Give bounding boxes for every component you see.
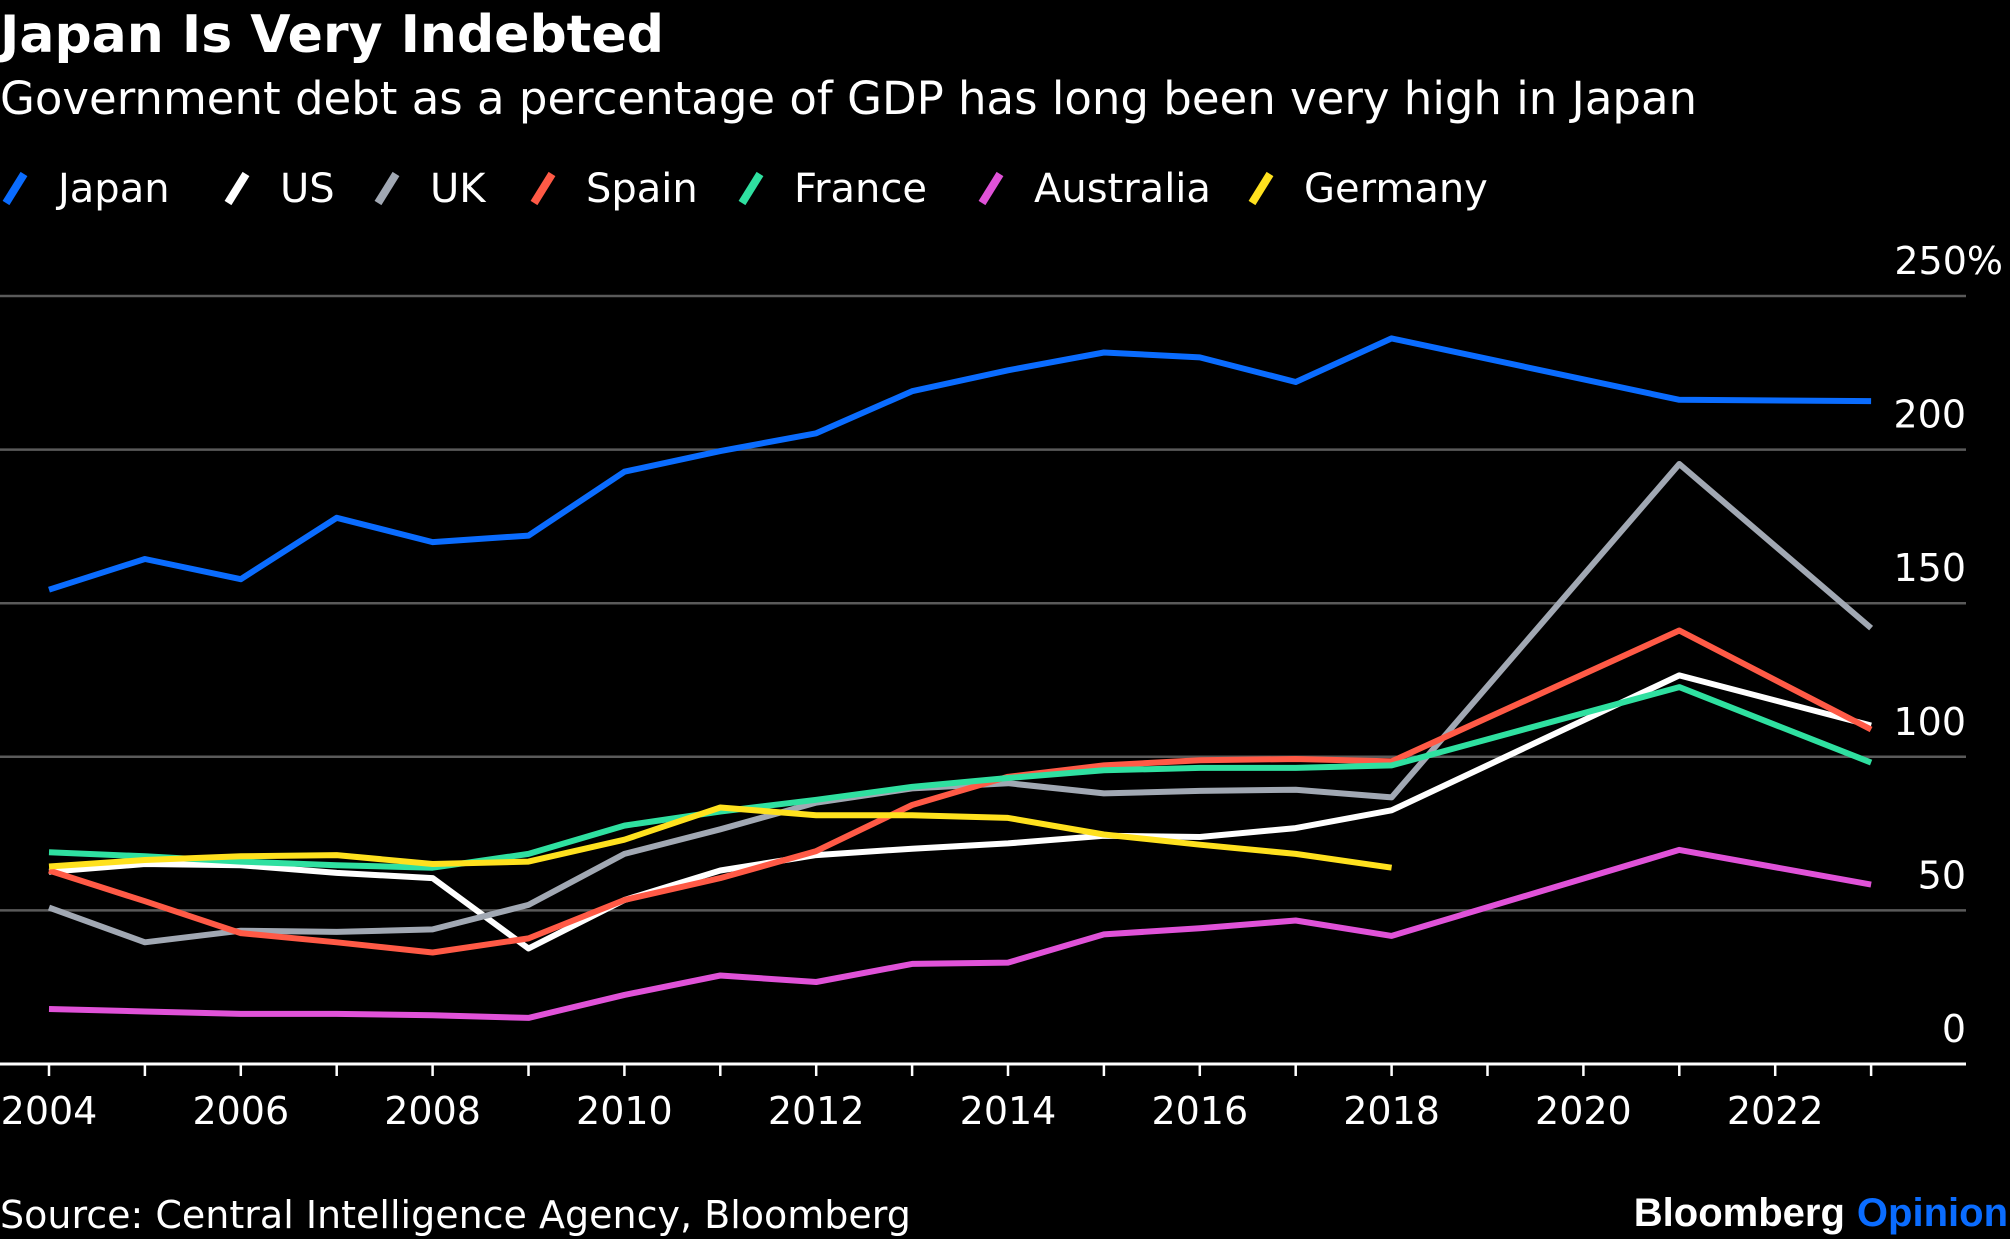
legend: Japan US UK Spain France Australia Germany <box>2 166 1488 212</box>
legend-label: UK <box>430 166 487 212</box>
y-axis: 0 50 100 150 200 250% <box>1893 239 2003 1051</box>
x-tick-label: 2008 <box>384 1089 481 1133</box>
legend-item-japan: Japan <box>2 166 170 212</box>
gridlines <box>0 294 1966 912</box>
legend-swatch <box>374 171 400 206</box>
x-tick-label: 2006 <box>192 1089 289 1133</box>
y-tick-label: 250% <box>1894 239 2003 283</box>
chart-title: Japan Is Very Indebted <box>0 5 664 65</box>
legend-label: US <box>280 166 335 212</box>
legend-swatch <box>530 171 556 206</box>
legend-item-australia: Australia <box>978 166 1211 212</box>
series-line-australia <box>48 846 1872 1021</box>
y-tick-label: 50 <box>1918 853 1966 897</box>
legend-swatch <box>1248 171 1274 206</box>
bloomberg-opinion-logo: Bloomberg Opinion <box>1634 1191 2008 1235</box>
x-tick-label: 2016 <box>1151 1089 1248 1133</box>
x-axis: 2004 2006 2008 2010 2012 2014 2016 2018 2020 2022 <box>0 1062 1966 1133</box>
x-tick-label: 2018 <box>1343 1089 1440 1133</box>
legend-swatch <box>978 171 1004 206</box>
legend-swatch <box>738 171 764 206</box>
legend-swatch <box>2 171 28 206</box>
x-tick-label: 2004 <box>1 1089 98 1133</box>
series-line-france <box>48 684 1873 871</box>
legend-label: France <box>794 166 927 212</box>
y-tick-label: 100 <box>1893 700 1966 744</box>
series-lines <box>47 335 1874 1021</box>
legend-item-spain: Spain <box>530 166 698 212</box>
chart-subtitle: Government debt as a percentage of GDP h… <box>0 72 1697 125</box>
legend-item-us: US <box>224 166 335 212</box>
x-tick-label: 2010 <box>576 1089 673 1133</box>
legend-item-france: France <box>738 166 927 212</box>
x-tick-label: 2020 <box>1535 1089 1632 1133</box>
source-note: Source: Central Intelligence Agency, Blo… <box>0 1193 911 1237</box>
y-tick-label: 0 <box>1942 1007 1966 1051</box>
legend-item-germany: Germany <box>1248 166 1488 212</box>
logo-product: Opinion <box>1857 1191 2008 1235</box>
x-tick-label: 2022 <box>1727 1089 1824 1133</box>
series-line-spain <box>48 627 1873 956</box>
y-tick-label: 150 <box>1893 546 1966 590</box>
legend-label: Japan <box>55 166 170 212</box>
x-tick-label: 2012 <box>768 1089 865 1133</box>
legend-label: Germany <box>1304 166 1488 212</box>
x-tick-label: 2014 <box>960 1089 1057 1133</box>
logo-brand: Bloomberg <box>1634 1191 1845 1235</box>
legend-item-uk: UK <box>374 166 487 212</box>
y-tick-label: 200 <box>1893 393 1966 437</box>
legend-label: Spain <box>586 166 698 212</box>
series-line-us <box>48 672 1872 952</box>
series-line-germany <box>48 804 1393 871</box>
series-line-japan <box>48 335 1872 593</box>
legend-label: Australia <box>1034 166 1211 212</box>
legend-swatch <box>224 171 250 206</box>
